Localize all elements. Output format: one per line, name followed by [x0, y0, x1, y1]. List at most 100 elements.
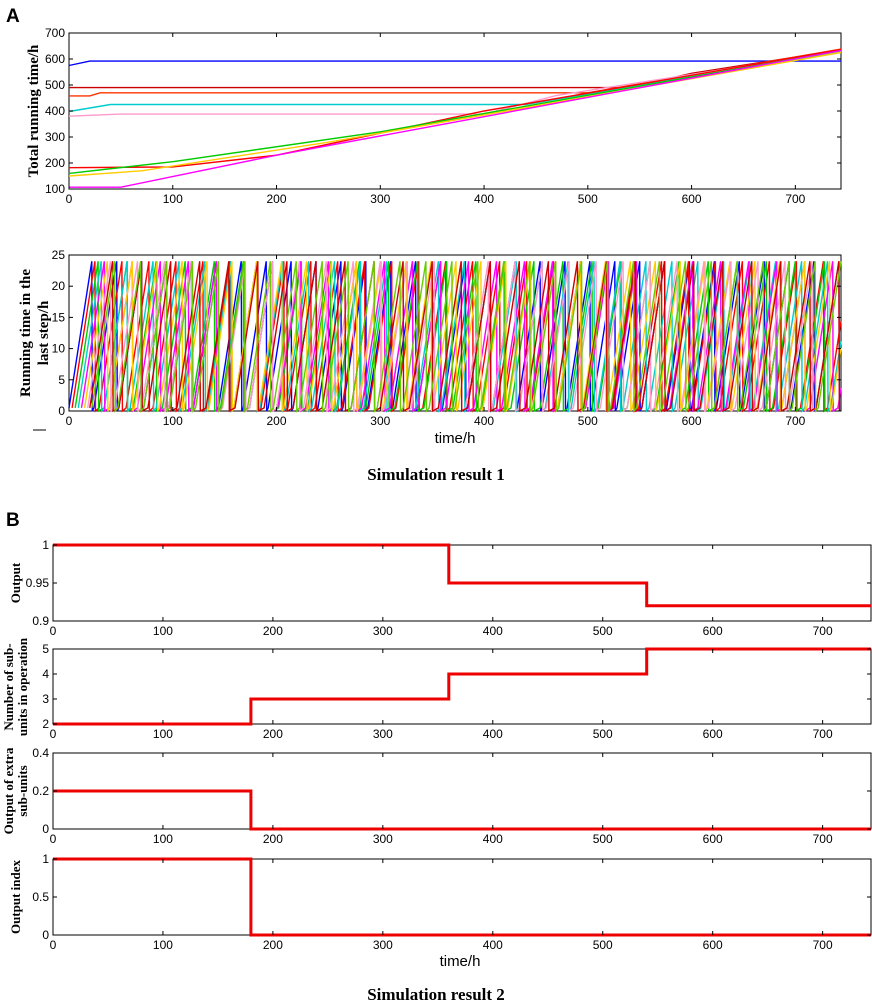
plot-frame	[52, 648, 872, 725]
y-tick-label: 10	[52, 342, 66, 356]
x-tick-label: 500	[593, 624, 613, 638]
x-tick-label: 500	[578, 192, 598, 206]
output-index-chart: Output index time/h 0 100 200 300 400 500 600 7…	[8, 852, 872, 970]
x-tick-label: 300	[370, 414, 390, 428]
y-tick-label: 0.9	[32, 614, 49, 628]
x-tick-label: 600	[682, 414, 702, 428]
x-tick-label: 600	[703, 727, 723, 741]
last-step-running-time-chart: Running time in the last step/h time/h 0…	[18, 248, 842, 447]
sub-units-ylabel: Number of sub- units in operation	[1, 637, 30, 736]
y-tick-label: 100	[45, 182, 65, 196]
y-tick-label: 0.4	[32, 746, 49, 760]
last-step-ylabel-line1: Running time in the	[18, 269, 34, 397]
y-tick-label: 0	[58, 404, 65, 418]
x-tick-label: 200	[267, 414, 287, 428]
last-step-xlabel: time/h	[435, 430, 476, 447]
x-tick-label: 400	[474, 414, 494, 428]
panel-a-letter: A	[6, 6, 20, 27]
x-tick-label: 100	[153, 727, 173, 741]
output-chart: Output 0 100 200 300 400 500 600 700 0.9 0.95 1	[8, 538, 872, 638]
y-tick-label: 0	[42, 822, 49, 836]
series-layer	[53, 647, 871, 726]
series-line-unit-7	[68, 50, 842, 175]
x-tick-label: 500	[593, 938, 613, 952]
x-tick-label: 500	[578, 414, 598, 428]
x-tick-label: 500	[593, 727, 613, 741]
output-index-ylabel: Output index	[8, 859, 23, 934]
series-line-unit-1	[68, 60, 841, 67]
y-tick-label: 5	[58, 373, 65, 387]
sub-units-in-operation-chart: Number of sub- units in operation 0 100 20…	[1, 637, 872, 741]
y-tick-label: 20	[52, 279, 66, 293]
y-tick-label: 0	[42, 928, 49, 942]
y-tick-label: 500	[45, 78, 65, 92]
total-running-time-chart: Total running time/h 0 100 200 300 400 500 600…	[26, 26, 842, 206]
y-tick-label: 0.2	[32, 784, 49, 798]
x-tick-label: 0	[50, 624, 57, 638]
x-tick-label: 700	[785, 192, 805, 206]
caption-simulation-result-1: Simulation result 1	[367, 465, 505, 484]
y-tick-label: 2	[42, 717, 49, 731]
x-tick-label: 0	[66, 414, 73, 428]
series-layer	[53, 857, 871, 937]
x-tick-label: 0	[50, 727, 57, 741]
y-tick-label: 1	[42, 538, 49, 552]
x-tick-label: 200	[263, 624, 283, 638]
total-running-time-ylabel-text: Total running time/h	[26, 44, 42, 177]
step-line	[53, 647, 871, 726]
extra-sub-units-ylabel-line1: Output of extra	[1, 747, 16, 834]
x-tick-label: 400	[483, 938, 503, 952]
x-tick-label: 300	[370, 192, 390, 206]
y-tick-label: 3	[42, 692, 49, 706]
plot-frame	[52, 858, 872, 936]
x-tick-label: 600	[703, 832, 723, 846]
y-tick-label: 300	[45, 130, 65, 144]
y-tick-label: 5	[42, 642, 49, 656]
output-ylabel: Output	[8, 562, 23, 603]
x-tick-label: 400	[483, 727, 503, 741]
y-tick-label: 0.95	[26, 576, 50, 590]
x-tick-label: 600	[682, 192, 702, 206]
x-tick-label: 200	[263, 938, 283, 952]
x-tick-label: 400	[474, 192, 494, 206]
x-tick-label: 100	[153, 832, 173, 846]
x-tick-label: 100	[153, 624, 173, 638]
series-layer	[53, 789, 871, 831]
sub-units-ylabel-line1: Number of sub-	[1, 643, 16, 730]
x-tick-label: 100	[163, 414, 183, 428]
sub-units-ylabel-line2: units in operation	[15, 637, 30, 736]
output-index-xlabel: time/h	[440, 953, 481, 970]
last-step-ylabel: Running time in the last step/h	[18, 269, 52, 397]
y-tick-label: 0.5	[32, 890, 49, 904]
panel-b-letter: B	[6, 510, 20, 531]
x-tick-label: 100	[153, 938, 173, 952]
y-tick-label: 25	[52, 248, 66, 262]
x-tick-label: 300	[373, 727, 393, 741]
x-tick-label: 200	[267, 192, 287, 206]
x-tick-label: 0	[50, 938, 57, 952]
sawtooth-series-6	[83, 261, 842, 412]
extra-sub-units-ylabel-line2: sub-units	[15, 765, 30, 816]
x-tick-label: 300	[373, 624, 393, 638]
x-tick-label: 700	[813, 832, 833, 846]
x-tick-label: 600	[703, 624, 723, 638]
x-tick-label: 200	[263, 832, 283, 846]
series-line-unit-9	[69, 49, 842, 188]
x-tick-label: 700	[785, 414, 805, 428]
x-tick-label: 300	[373, 938, 393, 952]
x-tick-label: 100	[163, 192, 183, 206]
y-tick-label: 700	[45, 26, 65, 40]
last-step-ylabel-line2: last step/h	[36, 300, 52, 365]
x-tick-label: 0	[66, 192, 73, 206]
series-layer	[68, 261, 842, 413]
extra-sub-units-ylabel: Output of extra sub-units	[1, 747, 30, 834]
sawtooth-series-8	[89, 261, 841, 413]
x-tick-label: 700	[813, 938, 833, 952]
y-tick-label: 200	[45, 156, 65, 170]
extra-sub-units-output-chart: Output of extra sub-units 0 100 200 300 400 5…	[1, 746, 872, 846]
x-tick-label: 700	[813, 727, 833, 741]
caption-simulation-result-2: Simulation result 2	[367, 985, 505, 1004]
sawtooth-series-9	[91, 261, 842, 413]
x-tick-label: 400	[483, 832, 503, 846]
